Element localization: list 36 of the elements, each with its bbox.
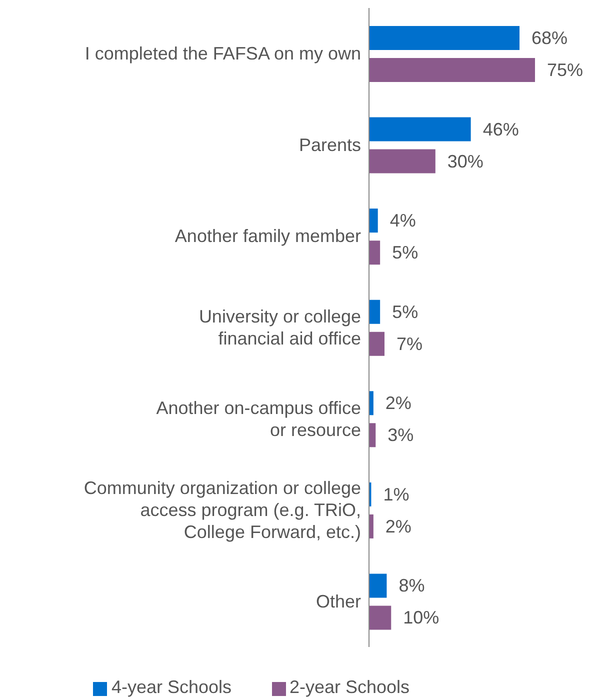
data-label: 8% bbox=[398, 576, 425, 596]
data-label: 2% bbox=[385, 393, 412, 414]
data-label: 46% bbox=[482, 119, 519, 140]
data-label: 5% bbox=[392, 302, 418, 322]
legend-label: 2-year Schools bbox=[290, 677, 410, 697]
data-label: 2% bbox=[385, 516, 412, 536]
data-label: 1% bbox=[383, 484, 410, 504]
bar bbox=[369, 26, 520, 50]
data-label: 10% bbox=[403, 608, 440, 628]
data-label: 68% bbox=[532, 28, 568, 48]
bar bbox=[369, 208, 378, 233]
y-tick-label: Another family member bbox=[174, 226, 361, 246]
bar bbox=[369, 606, 392, 630]
data-label: 3% bbox=[388, 425, 414, 446]
bar bbox=[369, 149, 436, 174]
y-tick-label: Parents bbox=[298, 134, 361, 155]
data-label: 4% bbox=[390, 210, 416, 231]
bar bbox=[369, 117, 471, 142]
bar bbox=[369, 240, 380, 265]
y-tick-label: Other bbox=[316, 591, 361, 612]
y-tick-label: University or college financial aid office bbox=[198, 306, 361, 348]
bar bbox=[369, 423, 376, 448]
y-tick-label: Another on-campus office or resource bbox=[156, 398, 361, 440]
bar bbox=[369, 391, 374, 416]
data-label: 7% bbox=[396, 334, 423, 354]
y-tick-label: I completed the FAFSA on my own bbox=[84, 44, 361, 64]
bar bbox=[369, 514, 374, 538]
bar bbox=[369, 332, 384, 356]
bar bbox=[369, 58, 535, 82]
data-label: 30% bbox=[447, 151, 484, 172]
bar bbox=[369, 574, 387, 598]
bar bbox=[369, 300, 380, 324]
data-label: 5% bbox=[392, 242, 418, 263]
data-label: 75% bbox=[547, 60, 584, 80]
y-tick-label: Community organization or college access program (e.g. TRiO, College Forward, etc.) bbox=[84, 478, 361, 542]
legend-label: 4-year Schools bbox=[111, 677, 232, 697]
